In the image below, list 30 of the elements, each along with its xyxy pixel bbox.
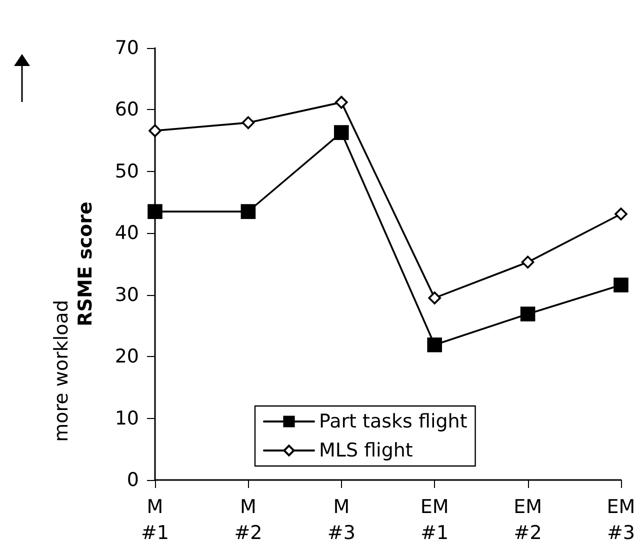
point bbox=[334, 125, 349, 140]
x-tick-label: M #3 bbox=[327, 496, 356, 544]
y-tick-label: 30 bbox=[114, 284, 139, 306]
point bbox=[242, 116, 255, 130]
y-tick-label: 60 bbox=[114, 98, 139, 121]
point bbox=[614, 208, 628, 220]
point bbox=[148, 124, 162, 138]
legend-label: Part tasks flight bbox=[319, 410, 468, 432]
y-tick-label: 70 bbox=[114, 37, 139, 59]
y-tick-label: 10 bbox=[114, 407, 139, 430]
point bbox=[427, 337, 442, 352]
y-tick-label: 40 bbox=[114, 222, 139, 244]
y-axis-title: RSME score bbox=[74, 202, 96, 326]
y-tick-label: 0 bbox=[126, 469, 139, 491]
point bbox=[148, 204, 162, 219]
point bbox=[428, 292, 441, 304]
y-tick-label: 50 bbox=[114, 160, 139, 182]
x-tick-label: EM #2 bbox=[514, 496, 542, 544]
legend-label: MLS flight bbox=[319, 440, 413, 462]
x-tick-label: EM #3 bbox=[606, 496, 636, 544]
text: more workload bbox=[50, 300, 72, 442]
x-tick-label: EM #1 bbox=[420, 496, 449, 544]
x-tick-label: M #1 bbox=[140, 496, 170, 544]
point bbox=[240, 204, 256, 219]
point bbox=[335, 96, 348, 109]
point bbox=[614, 278, 628, 292]
point bbox=[521, 256, 534, 269]
y-tick-label: 20 bbox=[114, 346, 139, 368]
point bbox=[520, 306, 536, 322]
x-tick-label: M #2 bbox=[234, 496, 262, 544]
